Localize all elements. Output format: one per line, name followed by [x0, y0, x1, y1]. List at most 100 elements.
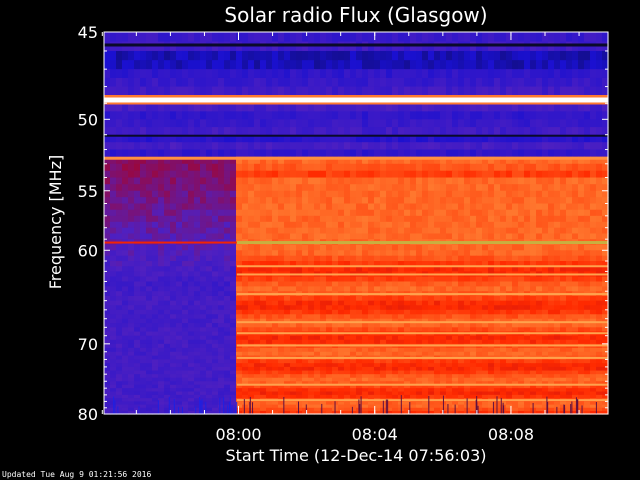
spectrogram-cell — [410, 250, 417, 257]
spectrogram-cell — [284, 351, 291, 357]
spectrogram-cell — [272, 111, 279, 120]
spectrogram-cell — [596, 111, 603, 120]
spectrogram-cell — [302, 250, 309, 257]
spectrogram-cell — [452, 215, 459, 223]
spectrogram-cell — [320, 190, 327, 198]
spectrogram-cell — [584, 184, 591, 192]
spectrogram-cell — [320, 86, 327, 96]
spectrogram-cell — [164, 255, 171, 262]
spectrogram-cell — [182, 156, 189, 165]
spectrogram-cell — [488, 197, 495, 205]
spectrogram-cell — [392, 295, 399, 302]
spectrogram-cell — [278, 366, 285, 372]
spectrogram-cell — [482, 309, 489, 315]
spectrogram-cell — [188, 221, 195, 229]
spectrogram-cell — [134, 286, 141, 292]
spectrogram-cell — [518, 233, 525, 240]
spectrogram-cell — [572, 309, 579, 315]
spectrogram-cell — [200, 250, 207, 257]
spectrogram-cell — [440, 77, 447, 88]
spectrogram-cell — [104, 215, 111, 223]
spectrogram-cell — [422, 363, 429, 368]
spectrogram-cell — [344, 134, 351, 143]
spectrogram-cell — [458, 86, 465, 96]
spectrogram-cell — [224, 355, 231, 361]
spectrogram-cell — [572, 184, 579, 192]
spectrogram-cell — [314, 335, 321, 341]
spectrogram-cell — [536, 286, 543, 292]
spectrogram-cell — [140, 331, 147, 337]
spectrogram-cell — [470, 221, 477, 229]
spectrogram-cell — [572, 359, 579, 364]
spectrogram-cell — [350, 335, 357, 341]
spectrogram-cell — [566, 351, 573, 357]
spectrogram-cell — [422, 266, 429, 273]
spectrogram-cell — [116, 111, 123, 120]
spectrogram-cell — [284, 127, 291, 136]
spectrogram-cell — [506, 184, 513, 192]
spectrogram-cell — [116, 77, 123, 88]
spectrogram-cell — [224, 255, 231, 262]
spectrogram-cell — [314, 103, 321, 112]
spectrogram-cell — [536, 318, 543, 324]
spectrogram-cell — [134, 190, 141, 198]
spectrogram-cell — [146, 203, 153, 211]
spectrogram-cell — [476, 359, 483, 364]
spectrogram-cell — [506, 286, 513, 292]
spectrogram-cell — [416, 323, 423, 328]
spectrogram-cell — [554, 347, 561, 353]
spectrogram-cell — [188, 261, 195, 267]
spectrogram-cell — [260, 347, 267, 353]
spectrogram-cell — [320, 286, 327, 292]
spectrogram-cell — [536, 197, 543, 205]
spectrogram-cell — [170, 190, 177, 198]
spectrogram-cell — [398, 221, 405, 229]
spectrogram-cell — [548, 149, 555, 158]
spectrogram-cell — [488, 103, 495, 112]
spectrogram-cell — [518, 215, 525, 223]
spectrogram-cell — [560, 295, 567, 302]
spectrogram-cell — [554, 335, 561, 341]
spectrogram-cell — [122, 233, 129, 240]
spectrogram-cell — [536, 363, 543, 368]
spectrogram-cell — [542, 314, 549, 320]
spectrogram-cell — [290, 170, 297, 179]
spectrogram-cell — [554, 314, 561, 320]
spectrogram-cell — [266, 69, 273, 79]
spectrogram-cell — [350, 339, 357, 345]
spectrogram-cell — [248, 359, 255, 364]
spectrogram-cell — [278, 32, 285, 43]
spectrogram-cell — [500, 363, 507, 368]
spectrogram-cell — [260, 103, 267, 112]
spectrogram-cell — [302, 335, 309, 341]
spectrogram-cell — [356, 309, 363, 315]
spectrogram-cell — [566, 190, 573, 198]
spectrogram-cell — [266, 300, 273, 306]
spectrogram-cell — [488, 32, 495, 43]
spectrogram-cell — [152, 50, 159, 61]
spectrogram-cell — [524, 366, 531, 372]
spectrogram-cell — [578, 261, 585, 267]
spectrogram-cell — [152, 374, 159, 379]
spectrogram-cell — [278, 305, 285, 311]
spectrogram-cell — [236, 300, 243, 306]
spectrogram-cell — [584, 69, 591, 79]
spectrogram-cell — [488, 190, 495, 198]
spectrogram-cell — [140, 281, 147, 287]
spectrogram-cell — [308, 221, 315, 229]
spectrogram-cell — [170, 127, 177, 136]
spectrogram-cell — [284, 339, 291, 345]
spectrogram-cell — [590, 309, 597, 315]
spectrogram-cell — [416, 163, 423, 172]
spectrogram-cell — [482, 215, 489, 223]
spectrogram-cell — [590, 142, 597, 151]
spectrogram-cell — [128, 190, 135, 198]
spectrogram-cell — [242, 156, 249, 165]
spectrogram-cell — [338, 374, 345, 379]
spectrogram-cell — [434, 203, 441, 211]
spectrogram-cell — [254, 209, 261, 217]
spectrogram-cell — [206, 111, 213, 120]
spectrogram-cell — [416, 203, 423, 211]
spectrogram-cell — [440, 69, 447, 79]
spectrogram-cell — [488, 314, 495, 320]
